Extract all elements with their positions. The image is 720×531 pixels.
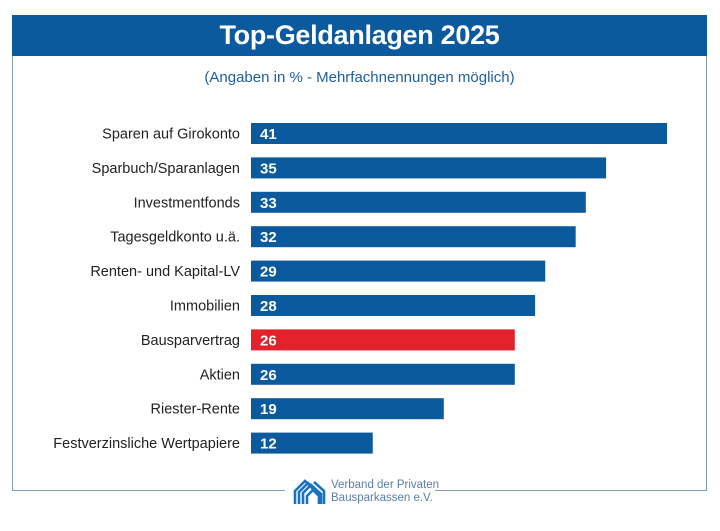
category-label: Aktien [200, 367, 240, 383]
bar-row: Aktien 26 [200, 363, 515, 385]
bar-row: Immobilien 28 [170, 295, 536, 316]
bar [251, 295, 536, 316]
bar [251, 363, 515, 385]
bar [251, 260, 546, 282]
bar-row: Sparbuch/Sparanlagen 35 [92, 157, 607, 179]
bar [251, 432, 373, 454]
chart-title: Top-Geldanlagen 2025 [12, 15, 707, 56]
bar-row: Sparen auf Girokonto 41 [102, 123, 667, 144]
bar-row: Riester-Rente 19 [151, 398, 444, 420]
bar [251, 191, 586, 213]
value-label: 19 [260, 401, 277, 418]
value-label: 35 [260, 160, 277, 177]
bar-row: Festverzinsliche Wertpapiere 12 [53, 432, 373, 454]
bar-row: Renten- und Kapital-LV 29 [90, 260, 546, 282]
category-label: Sparbuch/Sparanlagen [92, 161, 240, 177]
bar [251, 329, 515, 351]
value-label: 26 [260, 332, 277, 349]
value-label: 28 [260, 298, 277, 315]
bar [251, 123, 667, 144]
category-label: Tagesgeldkonto u.ä. [110, 230, 240, 246]
value-label: 41 [260, 126, 277, 143]
value-label: 33 [260, 195, 277, 212]
category-label: Riester-Rente [151, 402, 240, 418]
bar-row: Bausparvertrag 26 [141, 329, 515, 351]
value-label: 12 [260, 436, 277, 453]
bar [251, 157, 607, 179]
organization-line2: Bausparkassen e.V. [331, 492, 433, 504]
house-logo-icon [293, 479, 326, 504]
value-label: 26 [260, 367, 277, 384]
organization-name: Verband der Privaten Bausparkassen e.V. [331, 479, 439, 505]
value-label: 32 [260, 229, 277, 246]
category-label: Immobilien [170, 299, 240, 315]
bar-row: Tagesgeldkonto u.ä. 32 [110, 226, 576, 248]
category-label: Festverzinsliche Wertpapiere [53, 436, 240, 452]
category-label: Renten- und Kapital-LV [90, 264, 240, 280]
bar [251, 398, 444, 420]
category-label: Bausparvertrag [141, 333, 240, 349]
bar [251, 226, 576, 248]
organization-line1: Verband der Privaten [331, 479, 440, 491]
category-label: Investmentfonds [134, 195, 240, 211]
bar-row: Investmentfonds 33 [134, 191, 586, 213]
value-label: 29 [260, 264, 277, 281]
category-label: Sparen auf Girokonto [102, 127, 240, 143]
chart-subtitle: (Angaben in % - Mehrfachnennungen möglic… [204, 69, 515, 86]
